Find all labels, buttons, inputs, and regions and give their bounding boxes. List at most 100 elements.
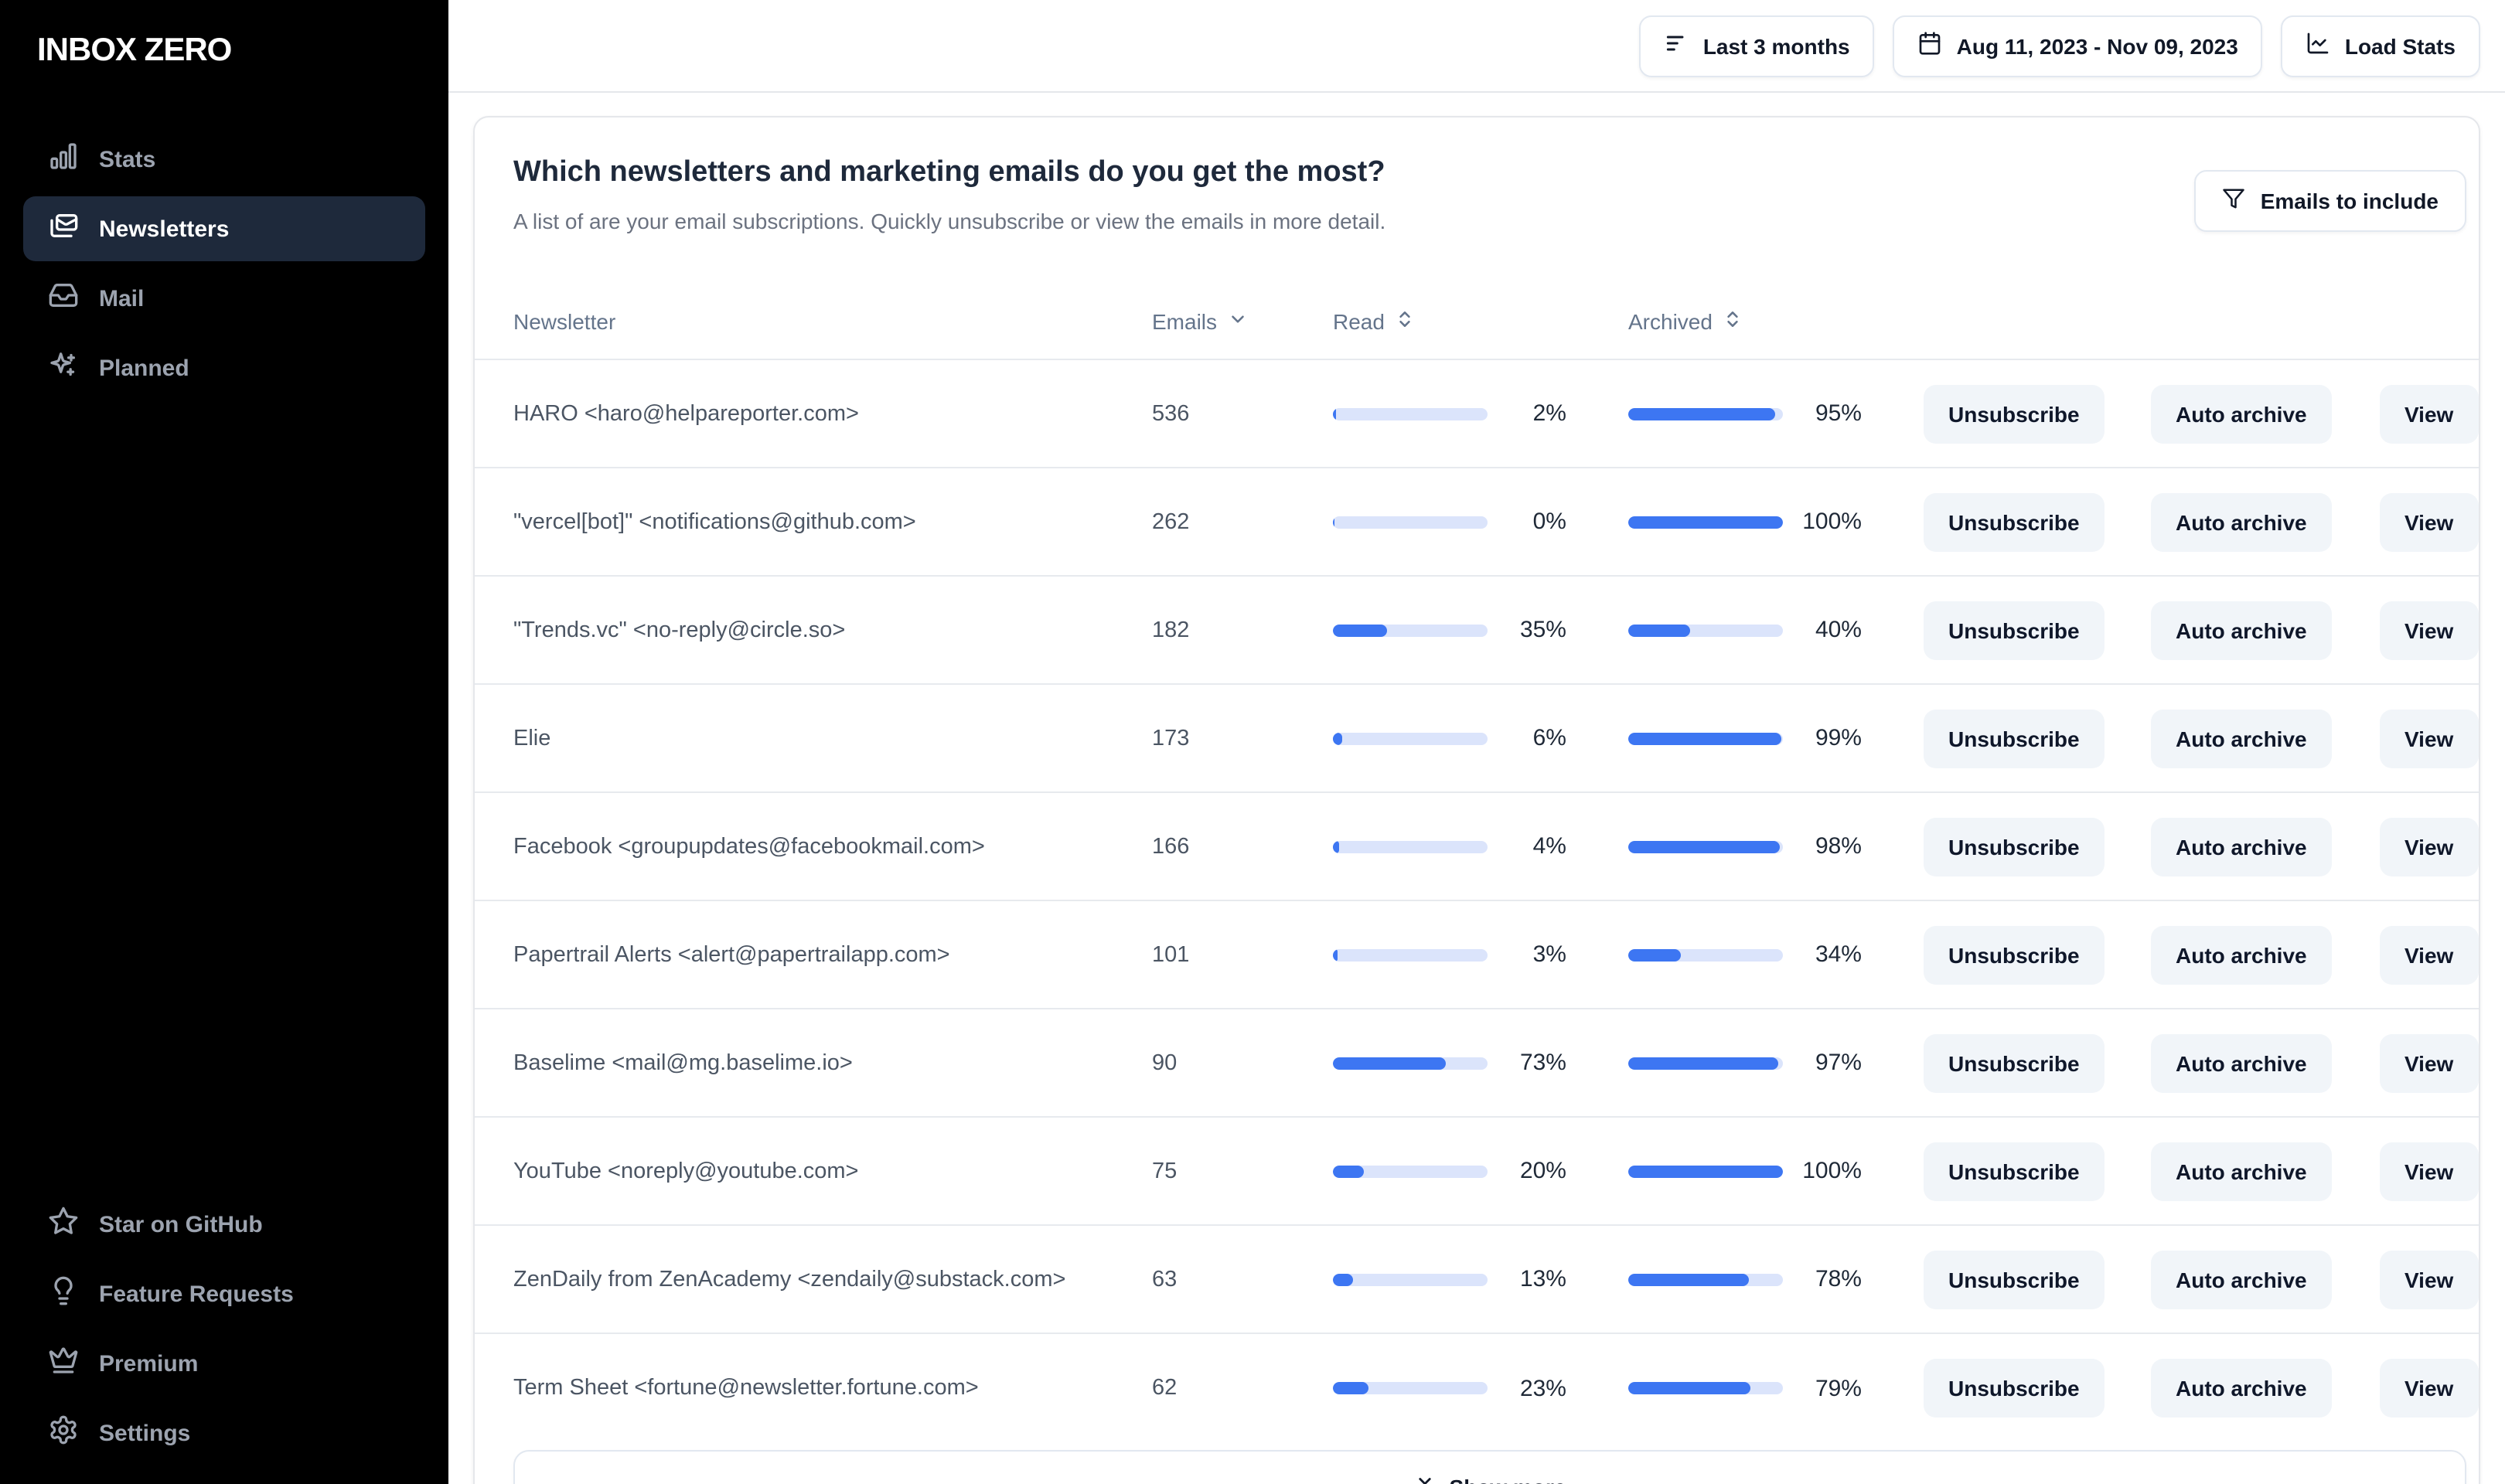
archived-progress-fill <box>1628 1382 1750 1394</box>
read-progress-bar <box>1333 1057 1488 1069</box>
view-button[interactable]: View <box>2380 817 2479 876</box>
crown-icon <box>48 1345 79 1382</box>
sidebar-item-label: Feature Requests <box>99 1281 294 1307</box>
auto-archive-button[interactable]: Auto archive <box>2151 709 2332 768</box>
newsletter-name: Term Sheet <fortune@newsletter.fortune.c… <box>513 1376 979 1401</box>
view-button[interactable]: View <box>2380 492 2479 551</box>
gear-icon <box>48 1414 79 1452</box>
app-logo: INBOX ZERO <box>37 32 232 68</box>
show-more-button[interactable]: Show more <box>513 1450 2466 1484</box>
column-header-newsletter[interactable]: Newsletter <box>513 309 616 334</box>
table-row: Term Sheet <fortune@newsletter.fortune.c… <box>475 1334 2479 1442</box>
load-stats-button[interactable]: Load Stats <box>2281 15 2480 77</box>
sidebar-item-mail[interactable]: Mail <box>23 266 425 331</box>
date-range-picker-button[interactable]: Aug 11, 2023 - Nov 09, 2023 <box>1893 15 2263 77</box>
view-button[interactable]: View <box>2380 1142 2479 1200</box>
lightbulb-icon <box>48 1275 79 1312</box>
auto-archive-button[interactable]: Auto archive <box>2151 817 2332 876</box>
column-header-emails[interactable]: Emails <box>1152 309 1333 334</box>
emails-count: 173 <box>1152 726 1190 751</box>
panel-header: Which newsletters and marketing emails d… <box>475 117 2479 237</box>
archived-stat: 100% <box>1628 1158 1924 1184</box>
inbox-icon <box>48 280 79 317</box>
auto-archive-button[interactable]: Auto archive <box>2151 384 2332 443</box>
unsubscribe-button[interactable]: Unsubscribe <box>1924 925 2105 984</box>
panel-subtitle: A list of are your email subscriptions. … <box>513 209 1386 233</box>
archived-progress-bar <box>1628 516 1783 528</box>
view-button[interactable]: View <box>2380 601 2479 659</box>
archived-progress-fill <box>1628 1165 1783 1177</box>
table-row: "vercel[bot]" <notifications@github.com>… <box>475 468 2479 577</box>
unsubscribe-button[interactable]: Unsubscribe <box>1924 709 2105 768</box>
sidebar-item-planned[interactable]: Planned <box>23 335 425 400</box>
archived-progress-bar <box>1628 732 1783 744</box>
auto-archive-button[interactable]: Auto archive <box>2151 492 2332 551</box>
archived-progress-fill <box>1628 948 1681 961</box>
unsubscribe-button[interactable]: Unsubscribe <box>1924 1033 2105 1092</box>
sidebar: INBOX ZERO Stats Newsletters Mail <box>0 0 448 1484</box>
read-percent: 35% <box>1519 617 1566 643</box>
archived-stat: 78% <box>1628 1266 1924 1292</box>
auto-archive-button[interactable]: Auto archive <box>2151 1359 2332 1418</box>
main-area: Last 3 months Aug 11, 2023 - Nov 09, 202… <box>448 0 2505 1484</box>
archived-progress-fill <box>1628 407 1775 420</box>
column-header-archived[interactable]: Archived <box>1628 309 1924 334</box>
read-progress-fill <box>1333 1057 1446 1069</box>
auto-archive-button[interactable]: Auto archive <box>2151 601 2332 659</box>
view-button[interactable]: View <box>2380 709 2479 768</box>
auto-archive-button[interactable]: Auto archive <box>2151 1250 2332 1309</box>
column-header-read[interactable]: Read <box>1333 309 1628 334</box>
auto-archive-button[interactable]: Auto archive <box>2151 1033 2332 1092</box>
view-button[interactable]: View <box>2380 925 2479 984</box>
unsubscribe-button[interactable]: Unsubscribe <box>1924 601 2105 659</box>
archived-percent: 40% <box>1815 617 1862 643</box>
newsletter-name: Baselime <mail@mg.baselime.io> <box>513 1050 853 1075</box>
archived-percent: 98% <box>1815 833 1862 859</box>
table-header: Newsletter Emails Read <box>475 284 2479 360</box>
read-percent: 2% <box>1532 400 1566 427</box>
auto-archive-button[interactable]: Auto archive <box>2151 925 2332 984</box>
table-row: HARO <haro@helpareporter.com> 536 2% 95%… <box>475 360 2479 468</box>
date-range-preset-button[interactable]: Last 3 months <box>1639 15 1875 77</box>
sidebar-item-feature-requests[interactable]: Feature Requests <box>23 1261 425 1326</box>
unsubscribe-button[interactable]: Unsubscribe <box>1924 1250 2105 1309</box>
emails-count: 182 <box>1152 618 1190 642</box>
read-percent: 20% <box>1519 1158 1566 1184</box>
panel-title: Which newsletters and marketing emails d… <box>513 156 1385 189</box>
calendar-icon <box>1918 31 1943 60</box>
read-progress-bar <box>1333 732 1488 744</box>
sidebar-item-newsletters[interactable]: Newsletters <box>23 196 425 261</box>
emails-to-include-button[interactable]: Emails to include <box>2193 170 2466 232</box>
archived-stat: 79% <box>1628 1375 1924 1401</box>
archived-stat: 40% <box>1628 617 1924 643</box>
view-button[interactable]: View <box>2380 1359 2479 1418</box>
topbar: Last 3 months Aug 11, 2023 - Nov 09, 202… <box>448 0 2505 93</box>
unsubscribe-button[interactable]: Unsubscribe <box>1924 817 2105 876</box>
sidebar-item-settings[interactable]: Settings <box>23 1401 425 1465</box>
read-progress-fill <box>1333 516 1334 528</box>
read-progress-fill <box>1333 948 1338 961</box>
unsubscribe-button[interactable]: Unsubscribe <box>1924 1359 2105 1418</box>
view-button[interactable]: View <box>2380 384 2479 443</box>
sparkles-icon <box>48 349 79 386</box>
read-stat: 2% <box>1333 400 1628 427</box>
unsubscribe-button[interactable]: Unsubscribe <box>1924 384 2105 443</box>
load-stats-label: Load Stats <box>2344 33 2456 58</box>
date-range-preset-label: Last 3 months <box>1702 33 1850 58</box>
sidebar-item-star-on-github[interactable]: Star on GitHub <box>23 1192 425 1257</box>
archived-stat: 34% <box>1628 941 1924 968</box>
archived-progress-bar <box>1628 1165 1783 1177</box>
auto-archive-button[interactable]: Auto archive <box>2151 1142 2332 1200</box>
archived-progress-bar <box>1628 1382 1783 1394</box>
archived-stat: 98% <box>1628 833 1924 859</box>
sidebar-item-stats[interactable]: Stats <box>23 127 425 192</box>
unsubscribe-button[interactable]: Unsubscribe <box>1924 492 2105 551</box>
sidebar-item-premium[interactable]: Premium <box>23 1331 425 1396</box>
emails-to-include-label: Emails to include <box>2260 189 2439 213</box>
view-button[interactable]: View <box>2380 1033 2479 1092</box>
sidebar-item-label: Newsletters <box>99 216 230 242</box>
read-stat: 3% <box>1333 941 1628 968</box>
unsubscribe-button[interactable]: Unsubscribe <box>1924 1142 2105 1200</box>
view-button[interactable]: View <box>2380 1250 2479 1309</box>
